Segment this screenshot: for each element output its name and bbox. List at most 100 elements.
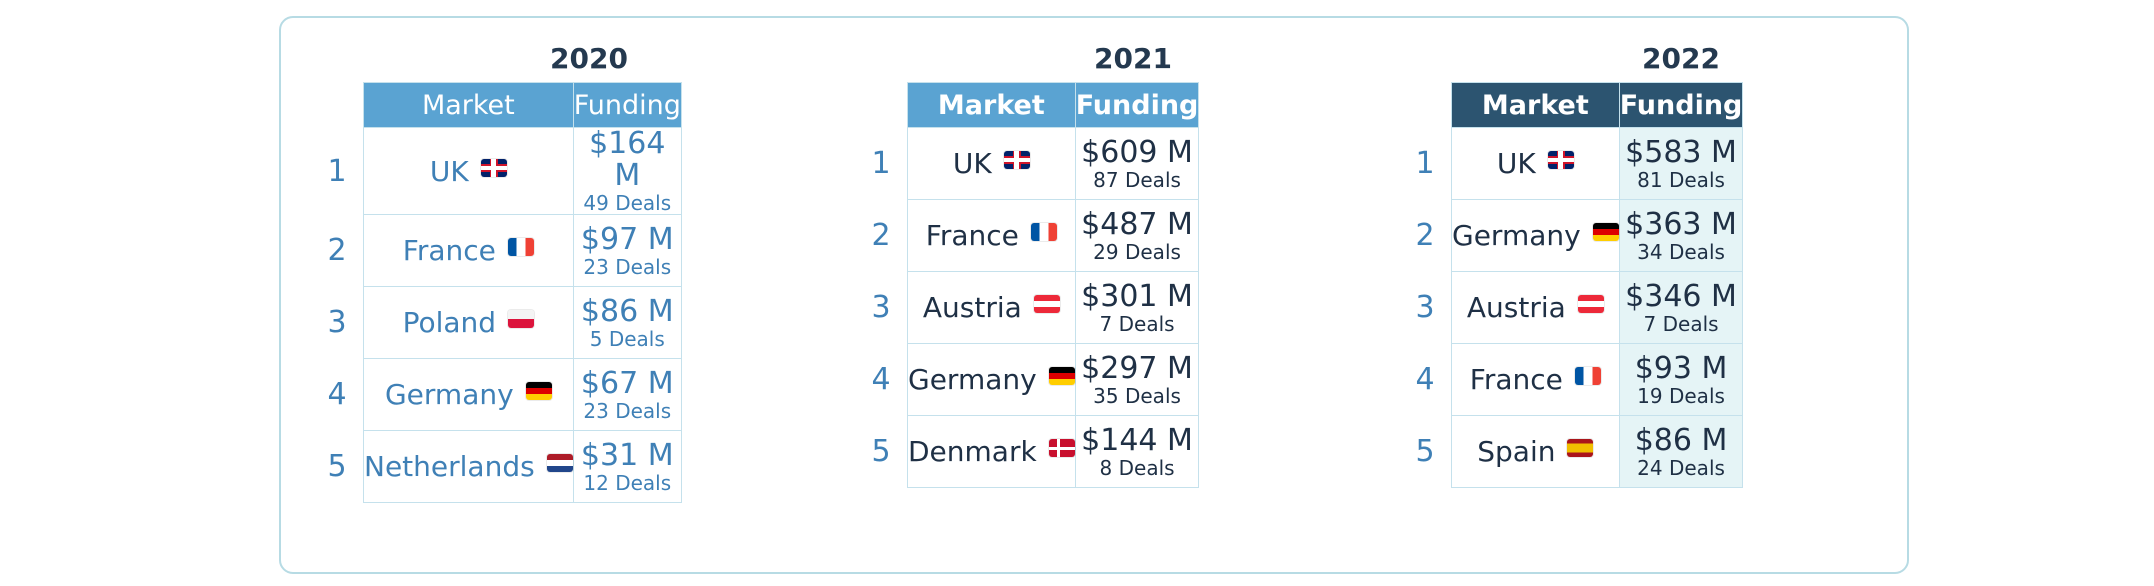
rank-cell: 4 (855, 344, 908, 416)
rank-number: 2 (871, 218, 891, 253)
market-cell: France (1451, 343, 1620, 416)
rank-number: 3 (1415, 290, 1435, 325)
deal-count: 35 Deals (1093, 383, 1181, 408)
france-flag-icon (507, 238, 534, 256)
funding-amount: $346 M (1625, 278, 1737, 314)
rank-cell: 4 (1399, 344, 1452, 416)
market-name: Denmark (908, 435, 1037, 468)
rank-number: 2 (1415, 218, 1435, 253)
table-row: 4 France $93 M 19 Deals (1399, 343, 1744, 416)
market-name: UK (952, 147, 992, 180)
rank-cell: 5 (855, 416, 908, 488)
year-title-2020: 2020 (550, 42, 628, 75)
funding-amount: $164 M (589, 126, 666, 193)
table-row: 2 France $97 M 23 Deals (311, 214, 682, 287)
rank-cell: 5 (1399, 416, 1452, 488)
rank-cell: 3 (311, 287, 364, 359)
rank-number: 1 (1415, 146, 1435, 181)
funding-header: Funding (1618, 82, 1744, 128)
header-row: Market Funding (855, 82, 1200, 128)
funding-amount: $97 M (580, 221, 674, 257)
table-row: 1 UK $164 M 49 Deals (311, 126, 682, 215)
funding-amount: $487 M (1081, 206, 1193, 242)
rank-number: 5 (327, 449, 347, 484)
deal-count: 8 Deals (1099, 455, 1175, 480)
rank-number: 2 (327, 233, 347, 268)
poland-flag-icon (508, 310, 535, 328)
deal-count: 7 Deals (1643, 311, 1719, 336)
rank-cell: 2 (855, 200, 908, 272)
market-cell: Netherlands (363, 430, 574, 503)
funding-amount: $31 M (580, 437, 674, 473)
table-row: 1 UK $609 M 87 Deals (855, 127, 1200, 200)
funding-cell: $487 M 29 Deals (1074, 199, 1200, 272)
table-row: 2 Germany $363 M 34 Deals (1399, 199, 1744, 272)
funding-cell: $583 M 81 Deals (1618, 127, 1744, 200)
market-name: Spain (1477, 435, 1556, 468)
deal-count: 24 Deals (1637, 455, 1725, 480)
france-flag-icon (1574, 367, 1601, 385)
funding-cell: $164 M 49 Deals (572, 126, 682, 215)
rank-cell: 1 (855, 128, 908, 200)
funding-cell: $31 M 12 Deals (572, 430, 682, 503)
market-cell: Germany (363, 358, 574, 431)
france-flag-icon (1030, 223, 1057, 241)
market-name: Poland (402, 306, 497, 339)
year-title-2022: 2022 (1642, 42, 1720, 75)
funding-cell: $93 M 19 Deals (1618, 343, 1744, 416)
rank-number: 3 (871, 290, 891, 325)
rank-number: 4 (1415, 362, 1435, 397)
deal-count: 87 Deals (1093, 167, 1181, 192)
market-cell: UK (1451, 127, 1620, 200)
market-name: Germany (908, 363, 1037, 396)
market-cell: Poland (363, 286, 574, 359)
rank-number: 4 (327, 377, 347, 412)
market-name: UK (1496, 147, 1536, 180)
funding-amount: $363 M (1625, 206, 1737, 242)
table-row: 4 Germany $297 M 35 Deals (855, 343, 1200, 416)
funding-header: Funding (1074, 82, 1200, 128)
market-name: France (402, 234, 496, 267)
deal-count: 7 Deals (1099, 311, 1175, 336)
denmark-flag-icon (1048, 439, 1075, 457)
deal-count: 29 Deals (1093, 239, 1181, 264)
rank-cell: 1 (311, 128, 364, 215)
ranking-table-2022: Market Funding 1 UK $583 M 81 Deals 2 Germany… (1399, 82, 1744, 488)
germany-flag-icon (525, 382, 552, 400)
netherlands-flag-icon (546, 454, 573, 472)
deal-count: 5 Deals (589, 326, 665, 351)
market-header: Market (907, 82, 1076, 128)
germany-flag-icon (1592, 223, 1619, 241)
funding-amount: $67 M (580, 365, 674, 401)
rank-cell: 3 (855, 272, 908, 344)
ranking-table-2021: Market Funding 1 UK $609 M 87 Deals 2 France $… (855, 82, 1200, 488)
rank-cell: 4 (311, 359, 364, 431)
header-row: Market Funding (1399, 82, 1744, 128)
deal-count: 23 Deals (583, 398, 672, 423)
market-cell: Germany (907, 343, 1076, 416)
market-cell: Denmark (907, 415, 1076, 488)
market-name: Germany (1452, 219, 1581, 252)
deal-count: 19 Deals (1637, 383, 1725, 408)
funding-amount: $583 M (1625, 134, 1737, 170)
rank-number: 5 (1415, 434, 1435, 469)
germany-flag-icon (1048, 367, 1075, 385)
rank-cell: 3 (1399, 272, 1452, 344)
rank-number: 3 (327, 305, 347, 340)
rank-number: 1 (327, 153, 347, 189)
deal-count: 81 Deals (1637, 167, 1725, 192)
rank-header (1399, 83, 1452, 128)
market-cell: Austria (907, 271, 1076, 344)
deal-count: 12 Deals (583, 470, 672, 495)
funding-amount: $86 M (580, 293, 674, 329)
funding-amount: $297 M (1081, 350, 1193, 386)
rank-header (311, 83, 364, 128)
market-name: Netherlands (364, 450, 535, 483)
